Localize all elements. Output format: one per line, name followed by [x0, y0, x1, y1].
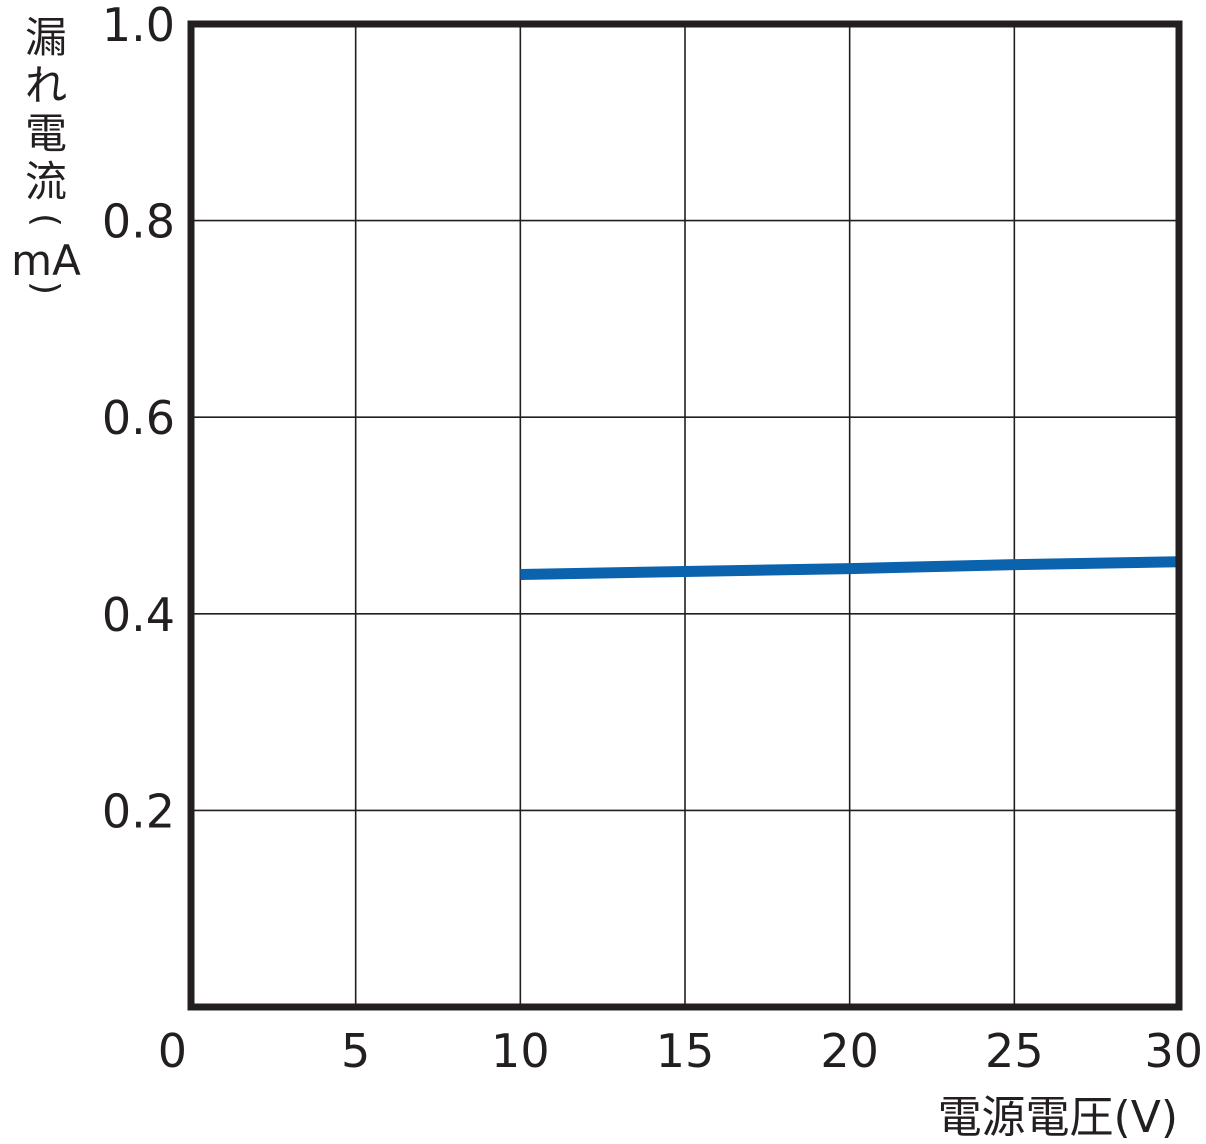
x-tick-label: 30 — [1144, 1024, 1203, 1078]
y-tick-label: 1.0 — [102, 0, 175, 52]
x-tick-labels: 0 5 10 15 20 25 30 — [158, 1024, 1203, 1078]
y-axis-label-part: 漏 — [25, 13, 67, 62]
x-tick-label: 5 — [341, 1024, 370, 1078]
grid — [191, 24, 1179, 1007]
y-axis-label-part: 電 — [25, 109, 67, 158]
x-axis-label: 電源電圧(V) — [938, 1092, 1178, 1140]
x-tick-label: 10 — [491, 1024, 550, 1078]
x-tick-label: 0 — [158, 1024, 187, 1078]
plot-frame — [187, 20, 1183, 1011]
x-tick-label: 20 — [820, 1024, 879, 1078]
y-axis-label-part: ) — [25, 281, 66, 295]
y-tick-label: 0.8 — [102, 195, 175, 249]
y-tick-labels: 0.2 0.4 0.6 0.8 1.0 — [102, 0, 175, 838]
series-layer — [520, 556, 1180, 580]
y-axis-label-part: 流 — [25, 157, 67, 206]
y-axis-label-part: ( — [25, 213, 66, 227]
x-tick-label: 25 — [985, 1024, 1044, 1078]
series-line — [520, 556, 1180, 580]
y-axis-label-part: れ — [25, 61, 67, 110]
x-tick-label: 15 — [656, 1024, 715, 1078]
y-axis-label-part: mA — [11, 236, 81, 285]
y-tick-label: 0.2 — [102, 784, 175, 838]
y-tick-label: 0.4 — [102, 588, 175, 642]
y-tick-label: 0.6 — [102, 391, 175, 445]
